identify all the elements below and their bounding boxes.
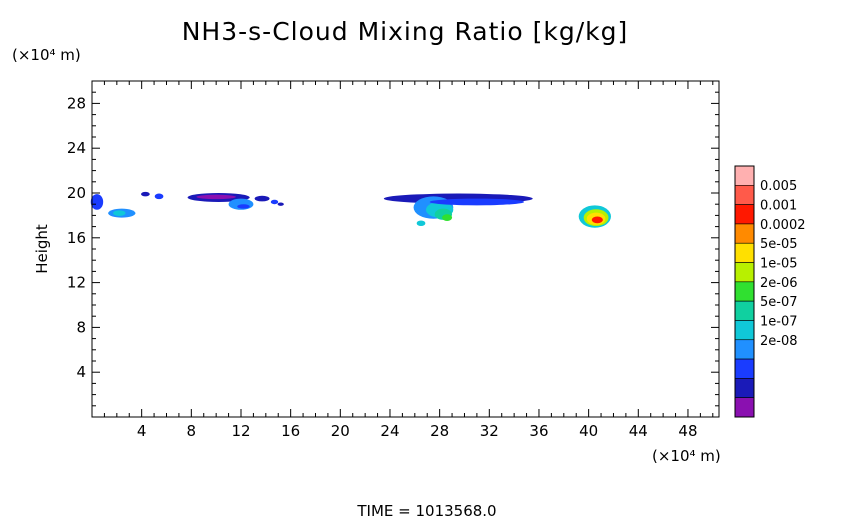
- x-tick-label: 16: [281, 422, 300, 440]
- colorbar-swatch: [734, 165, 755, 186]
- cloud-region: [591, 216, 603, 224]
- x-tick-label: 12: [231, 422, 250, 440]
- cloud-region: [442, 214, 453, 221]
- cloud-field: [90, 191, 611, 228]
- cloud-region: [429, 198, 525, 206]
- colorbar-swatch: [734, 185, 755, 205]
- colorbar-frame: [734, 165, 755, 418]
- x-tick-label: 20: [331, 422, 350, 440]
- x-tick-label: 8: [187, 422, 197, 440]
- x-tick-label: 36: [529, 422, 548, 440]
- x-tick-label: 40: [579, 422, 598, 440]
- cloud-region: [113, 210, 126, 216]
- colorbar-label: 0.005: [760, 179, 797, 194]
- cloud-region: [254, 195, 270, 202]
- colorbar-swatch: [734, 223, 755, 244]
- colorbar-label: 1e-05: [760, 257, 798, 272]
- colorbar-swatch: [734, 242, 755, 263]
- y-tick-label: 4: [76, 363, 86, 381]
- plot-frame: [91, 80, 720, 418]
- y-tick-label: 8: [76, 318, 86, 336]
- colorbar-swatch: [734, 339, 755, 360]
- colorbar-swatch: [734, 204, 755, 225]
- colorbar-label: 2e-08: [760, 334, 798, 349]
- x-tick-label: 44: [629, 422, 648, 440]
- colorbar-swatch: [734, 378, 755, 398]
- cloud-region: [196, 194, 237, 200]
- y-tick-label: 16: [67, 229, 86, 247]
- y-tick-label: 24: [67, 139, 86, 157]
- x-tick-label: 28: [430, 422, 449, 440]
- colorbar-swatch: [734, 358, 755, 379]
- footer-time: TIME = 1013568.0: [356, 502, 496, 519]
- cloud-region: [237, 204, 250, 209]
- chart-title: NH3-s-Cloud Mixing Ratio [kg/kg]: [182, 17, 629, 46]
- x-tick-label: 24: [380, 422, 399, 440]
- y-tick-label: 20: [67, 184, 86, 202]
- y-tick-label: 12: [67, 274, 86, 292]
- y-axis-label: Height: [33, 224, 51, 274]
- x-tick-label: 32: [480, 422, 499, 440]
- colorbar-swatch: [734, 281, 755, 302]
- colorbar: 0.005 0.001 0.0002 5e-05 1e-05 2e-06 5e-07 1e-0…: [734, 165, 806, 418]
- colorbar-swatch: [734, 300, 755, 321]
- cloud-region: [270, 199, 279, 205]
- cloud-region: [416, 220, 426, 227]
- y-axis-unit: (×10⁴ m): [12, 46, 81, 64]
- colorbar-label: 2e-06: [760, 276, 798, 291]
- colorbar-swatch: [734, 397, 755, 418]
- colorbar-label: 5e-05: [760, 237, 798, 252]
- x-axis-unit: (×10⁴ m): [652, 447, 721, 465]
- cloud-region: [277, 202, 284, 206]
- y-tick-label: 28: [67, 94, 86, 112]
- cloud-region: [141, 191, 150, 197]
- x-tick-label: 48: [678, 422, 697, 440]
- colorbar-label: 0.001: [760, 199, 797, 214]
- colorbar-swatch: [734, 320, 755, 341]
- cloud-region: [90, 194, 104, 210]
- colorbar-label: 0.0002: [760, 218, 806, 233]
- cloud-region: [154, 193, 164, 200]
- colorbar-swatch: [734, 262, 755, 283]
- x-tick-label: 4: [137, 422, 147, 440]
- colorbar-label: 5e-07: [760, 295, 798, 310]
- colorbar-label: 1e-07: [760, 314, 798, 329]
